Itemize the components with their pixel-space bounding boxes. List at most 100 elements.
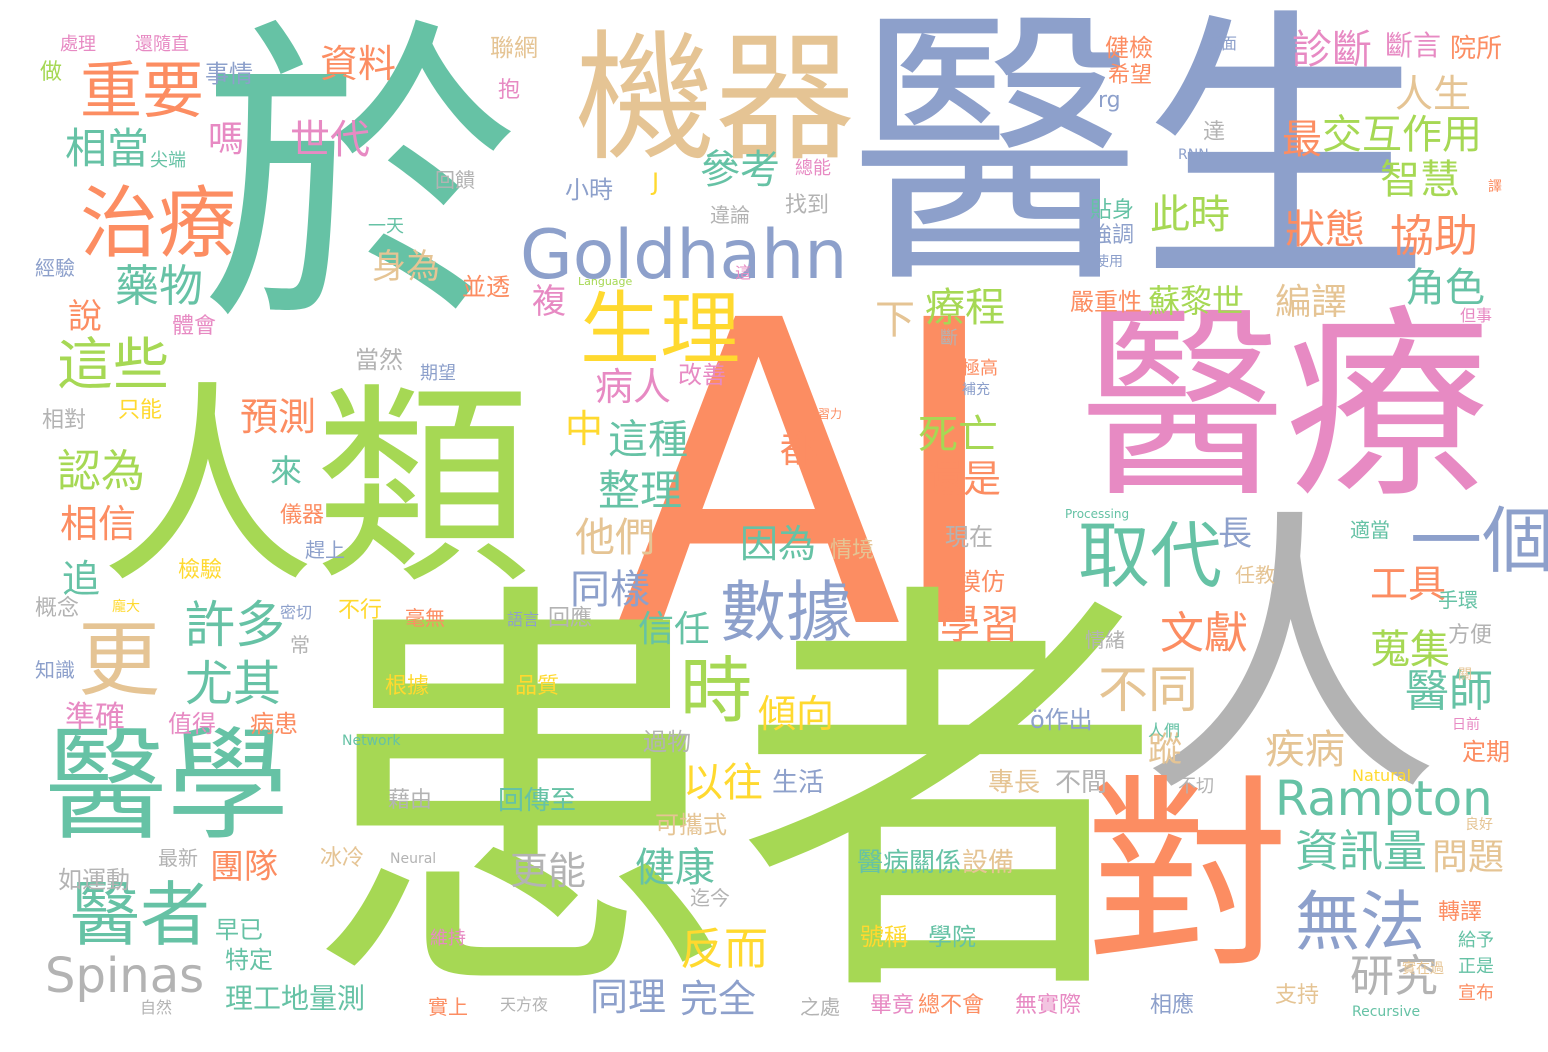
word-natural: Natural [1352,766,1412,785]
word-qingjing: 情境 [830,538,875,563]
word-lianwang: 聯網 [490,34,538,62]
word-shuo: 說 [68,297,102,337]
word-kexieshi: 可攜式 [655,811,727,839]
word-zhengli: 整理 [598,466,683,515]
word-zhong: 中 [565,407,604,451]
word-zuixin: 最新 [158,846,198,870]
word-jianduan: 尖端 [150,150,186,171]
word-buchong: 補充 [962,382,990,398]
word-yige: 一個 [1410,499,1548,583]
word-zhe: 這 [735,263,752,282]
word-language: Language [578,275,633,288]
word-dou: 都 [780,427,819,471]
word-renwei: 認為 [57,446,145,497]
word-youqi: 尤其 [185,656,282,712]
word-rensheng: 人生 [1395,72,1472,116]
word-yizhe: 醫者 [70,874,210,956]
word-jianyan-top: 健檢 [1105,34,1153,62]
word-yanjiu: 研究 [1350,951,1438,1002]
word-zhuanyi: 轉譯 [1438,900,1483,925]
word-ren: 人 [1140,485,1440,834]
word-guan: 關 [1458,667,1472,683]
word-lilun: 理工地量測 [225,982,366,1015]
word-pangda: 龐大 [112,599,140,615]
word-genju: 根據 [385,674,430,699]
word-shishang: 實上 [428,995,468,1019]
word-duan: 斷 [940,328,958,349]
word-haocheng: 號稱 [860,923,908,951]
word-bao: 抱 [498,78,521,103]
word-yiqi: 儀器 [280,503,325,528]
word-tongli: 同理 [590,975,667,1019]
word-zhuanchang: 專長 [988,768,1041,798]
word-tianfangye: 天方夜 [500,995,549,1014]
word-wanquan: 完全 [680,977,757,1021]
word-neural: Neural [390,851,437,867]
word-da: 達 [1203,120,1226,145]
word-bianyi: 編譯 [1275,282,1348,323]
word-haishi: 還是 [925,457,1002,501]
word-xianzai: 現在 [945,523,993,551]
word-zaoyi: 早已 [215,916,263,944]
word-yuyan: 語言 [507,610,540,629]
word-mofang: 模仿 [957,568,1005,596]
word-xia: 下 [875,297,915,343]
word-xinren: 信任 [638,609,711,650]
word-juese: 角色 [1405,265,1485,311]
word-zuo: 做 [40,60,63,85]
word-wenti: 問題 [1432,837,1505,878]
word-zhezhong: 這種 [608,417,688,463]
word-shidai: 世代 [290,117,370,163]
word-qijin: 迄今 [690,886,730,910]
word-yanzhong: 嚴重性 [1070,288,1142,316]
word-huanzhe: 患者 [305,550,1165,1050]
word-shizaiguo: 實在過 [1402,961,1444,977]
word-shenwei: 身為 [372,247,440,287]
word-shishi: 事情 [205,60,253,88]
word-sulishi: 蘇黎世 [1148,282,1245,320]
word-shebei: 設備 [962,848,1015,878]
word-jingyan: 經驗 [35,256,75,280]
word-haisui: 還隨直 [135,34,189,55]
word-xiangying: 相應 [1150,993,1195,1018]
word-zhengshi: 正是 [1458,956,1494,977]
word-yibingguan: 醫病關係 [857,848,962,878]
word-zhang: 長 [1218,514,1252,554]
word-spinas: Spinas [45,948,205,1004]
word-yishi: 醫師 [1405,666,1493,717]
word-chang: 常 [290,633,310,657]
word-shuju: 數據 [720,574,852,651]
word-ziliao: 資料 [320,42,397,86]
word-rg: rg [1098,88,1121,113]
word-yiyi: 譯 [1488,179,1502,195]
word-qudai: 取代 [1078,514,1223,598]
word-fan-er: 反而 [680,924,768,975]
word-buqie: 不切 [1178,776,1214,797]
word-lianghao: 良好 [1465,817,1493,833]
word-xilu: 習力 [818,407,843,421]
word-renmen: 人們 [1148,721,1181,740]
word-duanyan: 斷言 [1385,29,1442,62]
word-geng: 更 [78,613,161,708]
word-jibing: 疾病 [1265,727,1345,773]
word-zhide: 值得 [168,710,216,738]
word-shiyong: 使用 [1095,254,1123,270]
word-qiangdiao: 強調 [1090,223,1135,248]
word-qingxiang: 傾向 [758,692,835,736]
word-jiqi: 機器 [575,18,856,181]
word-tamen: 他們 [575,515,655,561]
word-xuduo: 許多 [185,596,285,654]
word-xiangdang: 相當 [65,124,150,173]
word-yaomian: 要面 [1205,34,1238,53]
word-network: Network [342,733,401,749]
word-bingren: 病人 [595,365,672,409]
word-jieyou: 藉由 [388,788,433,813]
word-recursive: Recursive [1352,1004,1421,1020]
word-yisheng: 醫生 [850,0,1430,323]
word-tiesheng: 貼身 [1090,198,1135,223]
word-chuli: 處理 [60,34,96,55]
word-lai: 來 [270,452,303,490]
word-huikui: 回饋 [435,168,475,192]
word-bijing: 畢竟 [870,993,915,1018]
